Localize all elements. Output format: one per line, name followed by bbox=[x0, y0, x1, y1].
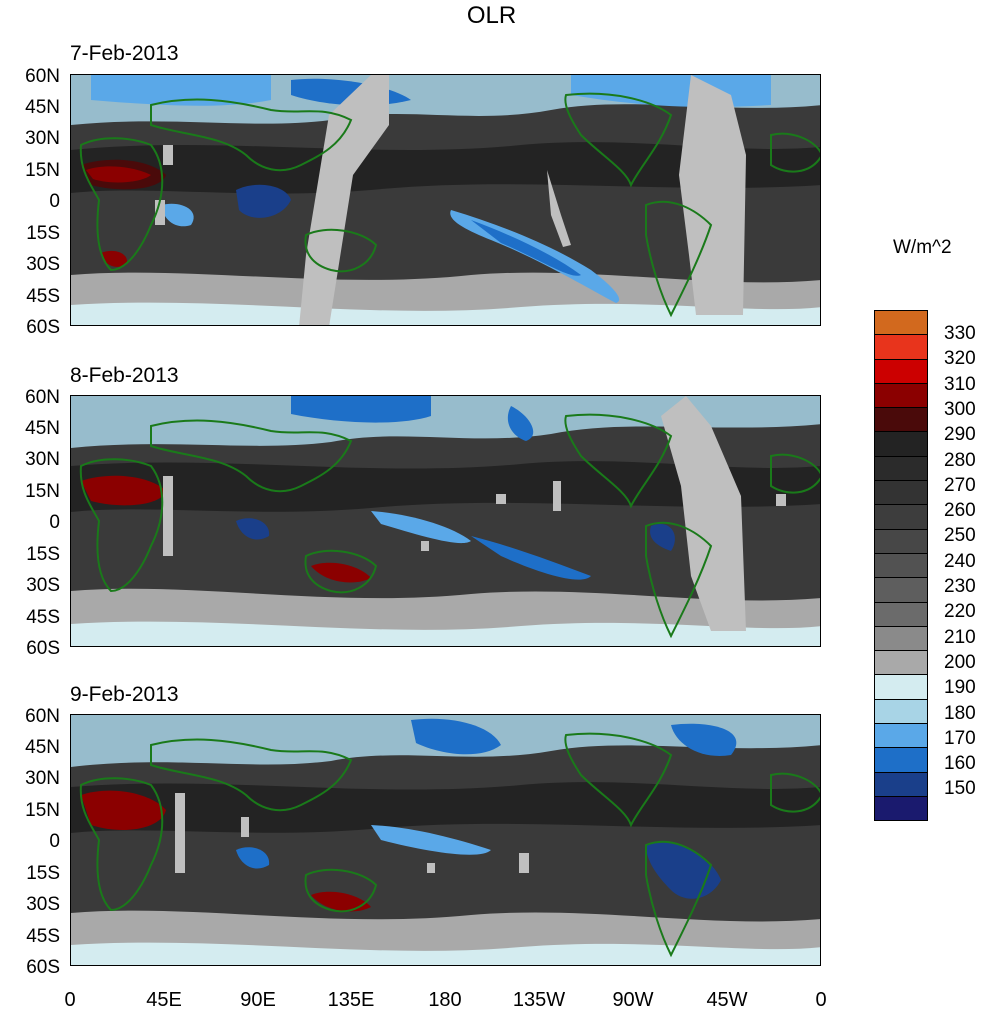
colorbar-label: 270 bbox=[944, 474, 976, 496]
colorbar-swatch bbox=[874, 480, 928, 506]
lon-label: 0 bbox=[815, 989, 827, 1011]
colorbar-label: 220 bbox=[944, 601, 976, 623]
lat-label: 60S bbox=[26, 317, 60, 338]
lat-label: 15N bbox=[25, 481, 60, 502]
lat-label: 60S bbox=[26, 957, 60, 978]
colorbar-label: 230 bbox=[944, 576, 976, 597]
colorbar-swatch bbox=[874, 601, 928, 627]
colorbar-label: 280 bbox=[944, 449, 976, 471]
lat-label: 0 bbox=[49, 831, 60, 852]
olr-field-3 bbox=[71, 715, 820, 965]
lat-label: 30S bbox=[26, 894, 60, 915]
colorbar-swatch bbox=[874, 650, 928, 676]
lat-label: 30N bbox=[25, 449, 60, 470]
panel-2-date: 8-Feb-2013 bbox=[70, 364, 179, 387]
panel-1-date: 7-Feb-2013 bbox=[70, 42, 179, 65]
colorbar-label: 180 bbox=[944, 702, 976, 724]
colorbar-swatch bbox=[874, 310, 928, 336]
lon-label: 45E bbox=[146, 989, 182, 1011]
map-panel-2 bbox=[70, 395, 821, 647]
colorbar-label: 290 bbox=[944, 424, 976, 446]
lat-label: 60N bbox=[25, 66, 60, 87]
colorbar-label: 260 bbox=[944, 500, 976, 522]
colorbar-swatch bbox=[874, 552, 928, 579]
lat-label: 60N bbox=[25, 706, 60, 727]
colorbar-swatch bbox=[874, 431, 928, 457]
colorbar-swatch bbox=[874, 528, 928, 554]
lon-label: 45W bbox=[706, 989, 748, 1011]
colorbar-swatch bbox=[874, 674, 928, 700]
lat-label: 45N bbox=[25, 97, 60, 118]
lat-label: 45S bbox=[26, 926, 60, 947]
lat-label: 45S bbox=[26, 286, 60, 307]
colorbar-units: W/m^2 bbox=[893, 237, 952, 258]
colorbar-label: 160 bbox=[944, 753, 976, 775]
lat-label: 15S bbox=[26, 544, 60, 565]
colorbar-swatch bbox=[874, 358, 928, 384]
lat-label: 30N bbox=[25, 768, 60, 789]
figure-title: OLR bbox=[466, 2, 517, 29]
map-panel-3 bbox=[70, 714, 821, 966]
colorbar-label: 250 bbox=[944, 525, 976, 547]
lat-label: 15N bbox=[25, 800, 60, 821]
lon-label: 90E bbox=[240, 989, 276, 1011]
colorbar-swatch bbox=[874, 455, 928, 482]
lat-label: 60S bbox=[26, 638, 60, 659]
colorbar-label: 170 bbox=[944, 727, 976, 749]
colorbar-label: 210 bbox=[944, 626, 976, 648]
colorbar-swatch bbox=[874, 504, 928, 530]
colorbar-label: 320 bbox=[944, 348, 976, 370]
colorbar-swatch bbox=[874, 382, 928, 409]
colorbar-swatch bbox=[874, 577, 928, 603]
lat-label: 30S bbox=[26, 575, 60, 596]
lat-label: 30S bbox=[26, 254, 60, 275]
colorbar-swatch bbox=[874, 334, 928, 360]
colorbar-label: 200 bbox=[944, 651, 976, 673]
colorbar-label: 300 bbox=[944, 398, 976, 420]
colorbar-swatch bbox=[874, 407, 928, 433]
panel-3-date: 9-Feb-2013 bbox=[70, 683, 179, 706]
colorbar bbox=[874, 310, 928, 822]
colorbar-swatch bbox=[874, 625, 928, 652]
map-panel-1 bbox=[70, 74, 821, 326]
lat-label: 15S bbox=[26, 223, 60, 244]
lon-label: 135E bbox=[327, 989, 375, 1011]
colorbar-swatch bbox=[874, 698, 928, 725]
lon-label: 90W bbox=[612, 989, 654, 1011]
lat-label: 0 bbox=[49, 191, 60, 212]
colorbar-swatch bbox=[874, 795, 928, 822]
colorbar-label: 150 bbox=[944, 778, 976, 800]
lat-label: 45N bbox=[25, 737, 60, 758]
lat-label: 60N bbox=[25, 387, 60, 408]
lat-label: 30N bbox=[25, 128, 60, 149]
lat-label: 45N bbox=[25, 418, 60, 439]
lat-label: 15S bbox=[26, 863, 60, 884]
lat-label: 0 bbox=[49, 512, 60, 533]
colorbar-swatch bbox=[874, 771, 928, 797]
colorbar-label: 310 bbox=[944, 373, 976, 395]
lat-label: 45S bbox=[26, 607, 60, 628]
lon-label: 180 bbox=[428, 989, 462, 1011]
lon-label: 135W bbox=[512, 989, 566, 1011]
colorbar-swatch bbox=[874, 723, 928, 749]
olr-field-2 bbox=[71, 396, 820, 646]
colorbar-label: 190 bbox=[944, 677, 976, 699]
colorbar-label: 240 bbox=[944, 550, 976, 572]
olr-field-1 bbox=[71, 75, 820, 325]
colorbar-swatch bbox=[874, 747, 928, 773]
colorbar-label: 330 bbox=[944, 323, 976, 344]
lon-label: 0 bbox=[64, 989, 76, 1011]
lat-label: 15N bbox=[25, 160, 60, 181]
